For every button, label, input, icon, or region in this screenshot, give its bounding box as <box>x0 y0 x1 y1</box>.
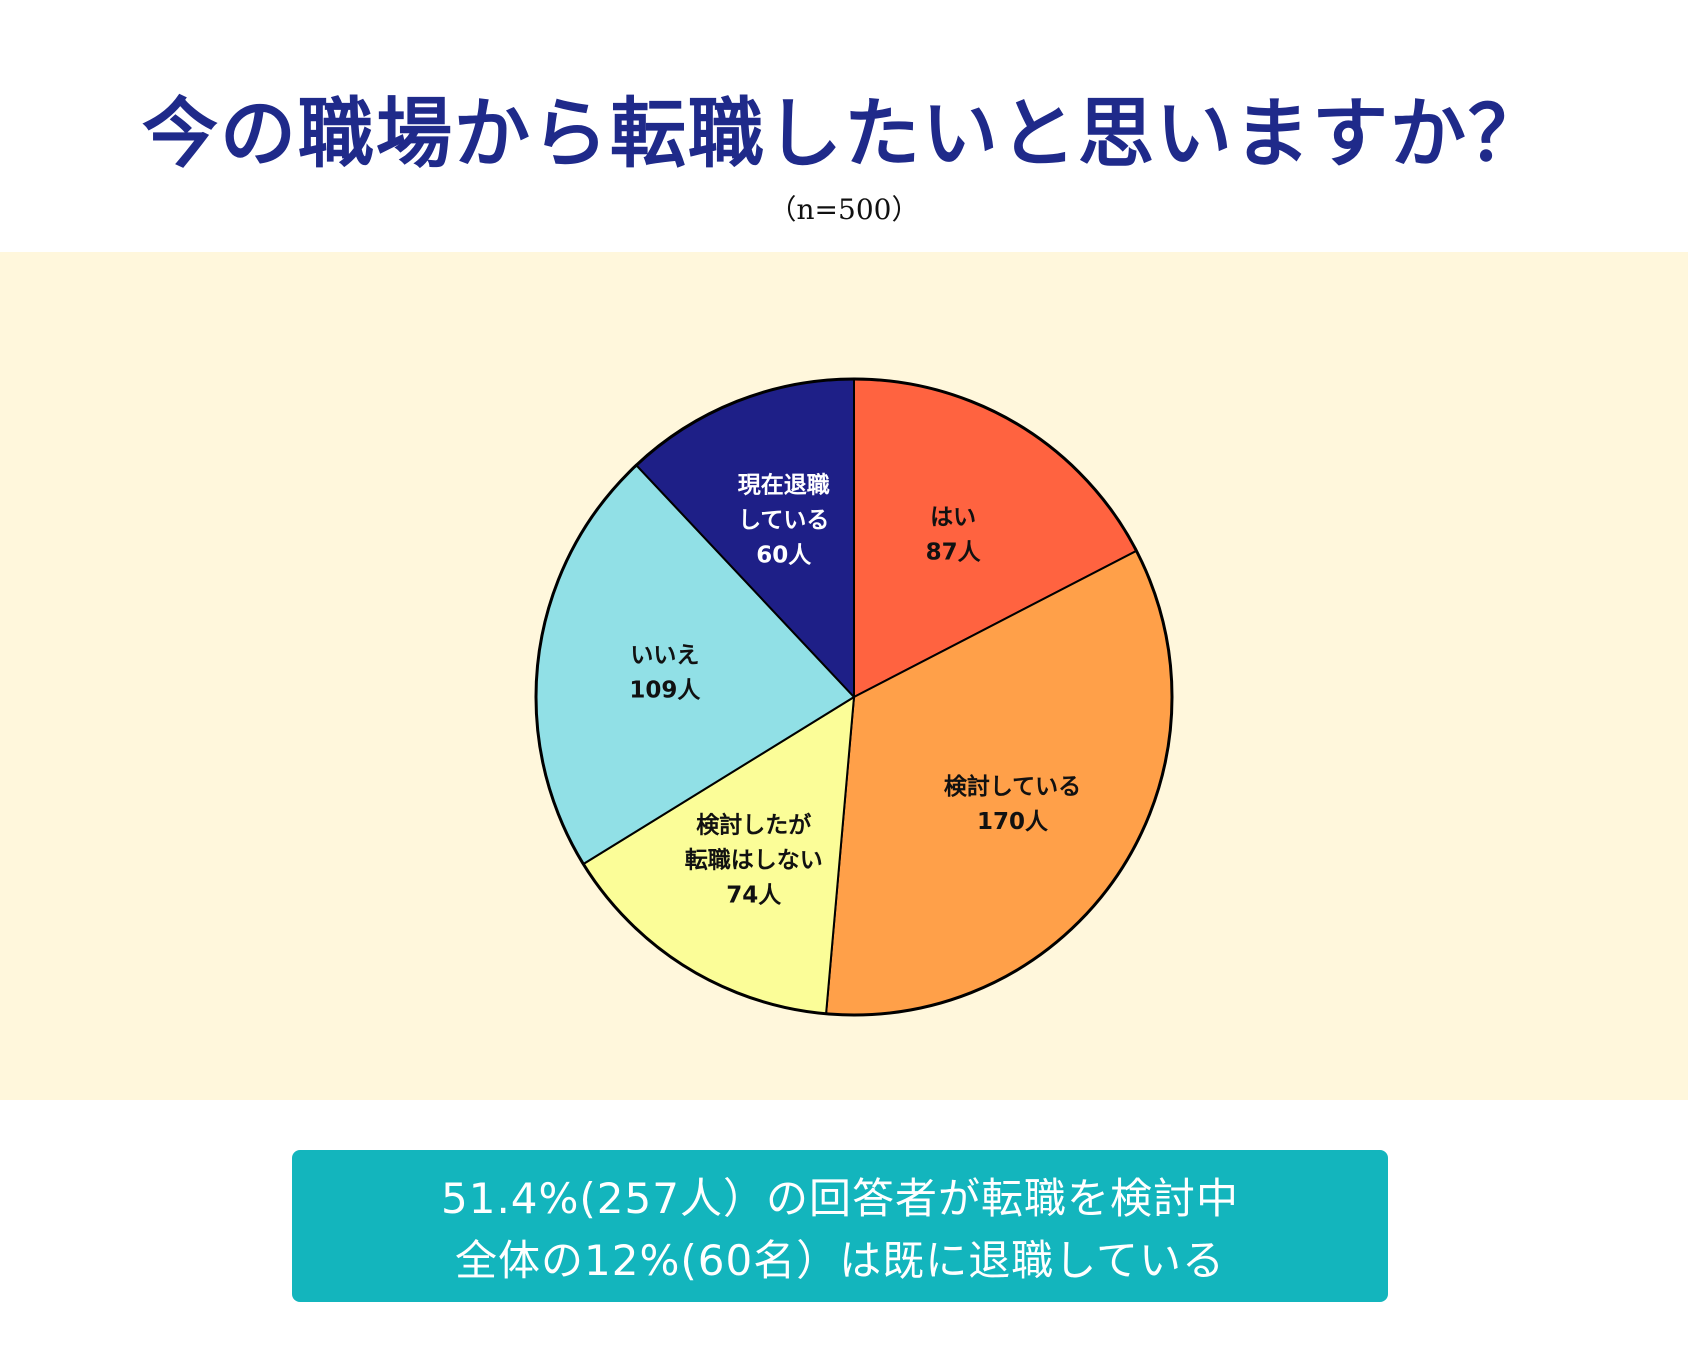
page-title: 今の職場から転職したいと思いますか？ <box>142 89 1546 178</box>
pie-slice-label-0: はい 87人 <box>926 505 982 566</box>
pie-outline <box>534 377 1174 1017</box>
pie-slice-label-4: 現在退職している 60人 <box>738 472 830 569</box>
pie-slice-label-line: 検討している <box>944 773 1081 800</box>
pie-slice-label-line: 現在退職 <box>738 472 830 499</box>
pie-slice-label-line: はい <box>930 505 976 531</box>
summary-line-1: 51.4%(257人）の回答者が転職を検討中 <box>441 1174 1239 1223</box>
pie-slice-label-line: 87人 <box>926 540 982 566</box>
pie-slice-label-line: 転職はしない <box>685 846 823 873</box>
pie-slice-label-1: 検討している 170人 <box>944 773 1081 835</box>
pie-slice-label-2: 検討したが転職はしない 74人 <box>685 811 823 908</box>
pie-slice-label-line: 170人 <box>977 809 1049 835</box>
pie-slice-label-line: している <box>738 508 829 534</box>
sample-size-note: （n=500） <box>768 193 920 226</box>
pie-slice-label-line: 60人 <box>756 543 812 569</box>
summary-box: 51.4%(257人）の回答者が転職を検討中 全体の12%(60名）は既に退職し… <box>292 1150 1388 1302</box>
pie-slice-label-line: 検討したが <box>696 811 811 838</box>
pie-slice-label-line: いいえ <box>630 642 699 668</box>
pie-slice-label-line: 74人 <box>726 882 782 908</box>
chart-panel: はい 87人検討している 170人 検討したが転職はしない 74人 いいえ 109人 現在退職… <box>0 252 1688 1100</box>
pie-slice-label-3: いいえ 109人 <box>629 642 701 703</box>
summary-line-2: 全体の12%(60名）は既に退職している <box>455 1236 1225 1285</box>
pie-slice-label-line: 109人 <box>629 677 701 703</box>
